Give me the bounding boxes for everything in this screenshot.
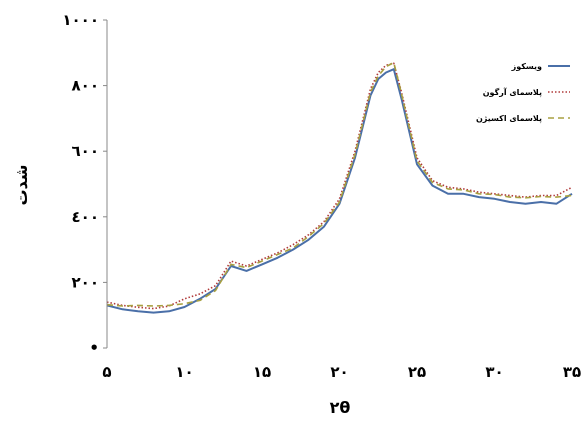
- legend-label: پلاسمای اکسیژن: [476, 114, 542, 123]
- y-tick-label: ٦۰۰: [72, 142, 99, 160]
- x-tick-label: ۲۵: [408, 363, 426, 381]
- y-tick-label: ۲۰۰: [72, 273, 99, 291]
- y-tick-label: ۸۰۰: [72, 77, 99, 95]
- x-tick-label: ۳۰: [485, 363, 503, 381]
- series-line-3: [106, 61, 573, 307]
- x-tick-label: ۳۵: [563, 363, 581, 381]
- y-tick-label: •: [89, 339, 99, 357]
- x-axis-title: ۲θ: [330, 398, 351, 417]
- y-tick-label: ٤۰۰: [72, 208, 99, 226]
- x-axis-ticks: ۵ ۱۰ ۱۵ ۲۰ ۲۵ ۳۰ ۳۵: [102, 363, 581, 381]
- y-tick-label: ۱۰۰۰: [62, 11, 99, 29]
- legend: ویسکوز پلاسمای آرگون پلاسمای اکسیژن: [476, 62, 570, 123]
- series-line-1: [106, 68, 573, 314]
- x-tick-label: ۵: [102, 363, 111, 381]
- x-tick-label: ۱۵: [253, 363, 271, 381]
- x-tick-label: ۱۰: [175, 363, 193, 381]
- y-axis-title: شدت: [12, 164, 31, 205]
- legend-label: ویسکوز: [511, 62, 542, 71]
- x-tick-label: ۲۰: [330, 363, 348, 381]
- legend-label: پلاسمای آرگون: [483, 87, 542, 97]
- plot-series-group: [106, 61, 573, 314]
- series-line-2: [106, 62, 573, 310]
- y-axis-ticks: • ۲۰۰ ٤۰۰ ٦۰۰ ۸۰۰ ۱۰۰۰: [62, 11, 107, 357]
